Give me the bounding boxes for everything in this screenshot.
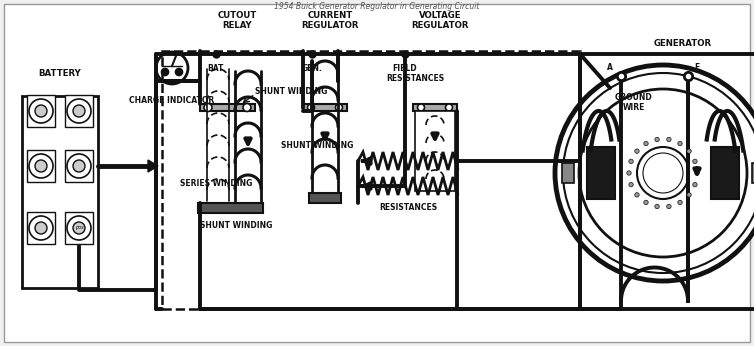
Circle shape [336, 104, 342, 111]
Text: pos: pos [75, 226, 83, 230]
Circle shape [627, 171, 631, 175]
Bar [162, 51, 580, 309]
Bar [562, 163, 574, 183]
Circle shape [308, 104, 314, 111]
Circle shape [67, 216, 91, 240]
Bar [65, 150, 93, 182]
Bar [65, 212, 93, 244]
Bar [27, 150, 55, 182]
Bar [22, 96, 98, 288]
Bar [27, 95, 55, 127]
Text: SHUNT WINDING: SHUNT WINDING [255, 86, 327, 95]
Text: FIELD: FIELD [393, 64, 417, 73]
Text: SERIES WINDING: SERIES WINDING [180, 180, 253, 189]
Text: RESISTANCES: RESISTANCES [386, 74, 444, 83]
Bar [27, 212, 55, 244]
Bar [198, 203, 263, 213]
Circle shape [204, 103, 212, 111]
Circle shape [678, 142, 682, 146]
Bar [200, 104, 255, 111]
Text: SHUNT WINDING: SHUNT WINDING [280, 142, 353, 151]
Circle shape [73, 160, 85, 172]
Circle shape [635, 193, 639, 197]
Circle shape [629, 159, 633, 164]
Circle shape [687, 149, 691, 153]
Circle shape [35, 222, 47, 234]
Circle shape [67, 154, 91, 178]
Text: GEN.: GEN. [302, 64, 323, 73]
Circle shape [29, 154, 53, 178]
Circle shape [678, 200, 682, 204]
Circle shape [644, 200, 648, 204]
Circle shape [693, 159, 697, 164]
Circle shape [161, 69, 168, 75]
Circle shape [73, 222, 85, 234]
Circle shape [637, 147, 689, 199]
Text: RESISTANCES: RESISTANCES [379, 203, 437, 212]
Text: CUTOUT
RELAY: CUTOUT RELAY [217, 11, 256, 30]
Text: F: F [694, 63, 699, 72]
Circle shape [176, 69, 182, 75]
Bar [309, 193, 341, 203]
Circle shape [655, 204, 659, 209]
Circle shape [35, 105, 47, 117]
Text: BATTERY: BATTERY [38, 69, 81, 78]
Text: CURRENT
REGULATOR: CURRENT REGULATOR [302, 11, 359, 30]
Bar [711, 147, 739, 199]
Polygon shape [148, 160, 158, 172]
Circle shape [694, 171, 699, 175]
Circle shape [29, 99, 53, 123]
Circle shape [667, 137, 671, 142]
Bar [413, 104, 457, 111]
Circle shape [629, 182, 633, 187]
Circle shape [555, 65, 754, 281]
Circle shape [156, 52, 188, 84]
Circle shape [418, 104, 425, 111]
Circle shape [687, 193, 691, 197]
Text: 1954 Buick Generator Regulator in Generating Circuit: 1954 Buick Generator Regulator in Genera… [274, 2, 480, 11]
Bar [65, 95, 93, 127]
Circle shape [35, 160, 47, 172]
Text: SHUNT WINDING: SHUNT WINDING [200, 221, 272, 230]
Circle shape [446, 104, 452, 111]
Bar [415, 111, 455, 191]
Text: VOLTAGE
REGULATOR: VOLTAGE REGULATOR [411, 11, 469, 30]
Circle shape [29, 216, 53, 240]
Circle shape [243, 103, 251, 111]
Text: GENERATOR: GENERATOR [654, 38, 712, 47]
Bar [752, 163, 754, 183]
Text: CHARGE INDICATOR: CHARGE INDICATOR [130, 96, 215, 105]
Circle shape [644, 142, 648, 146]
Bar [587, 147, 615, 199]
Text: BAT.: BAT. [207, 64, 225, 73]
Circle shape [635, 149, 639, 153]
Text: A: A [607, 63, 613, 72]
Circle shape [693, 182, 697, 187]
Circle shape [73, 105, 85, 117]
Circle shape [655, 137, 659, 142]
Circle shape [67, 99, 91, 123]
Bar [303, 104, 347, 111]
Circle shape [667, 204, 671, 209]
Text: GROUND
WIRE: GROUND WIRE [615, 93, 653, 112]
